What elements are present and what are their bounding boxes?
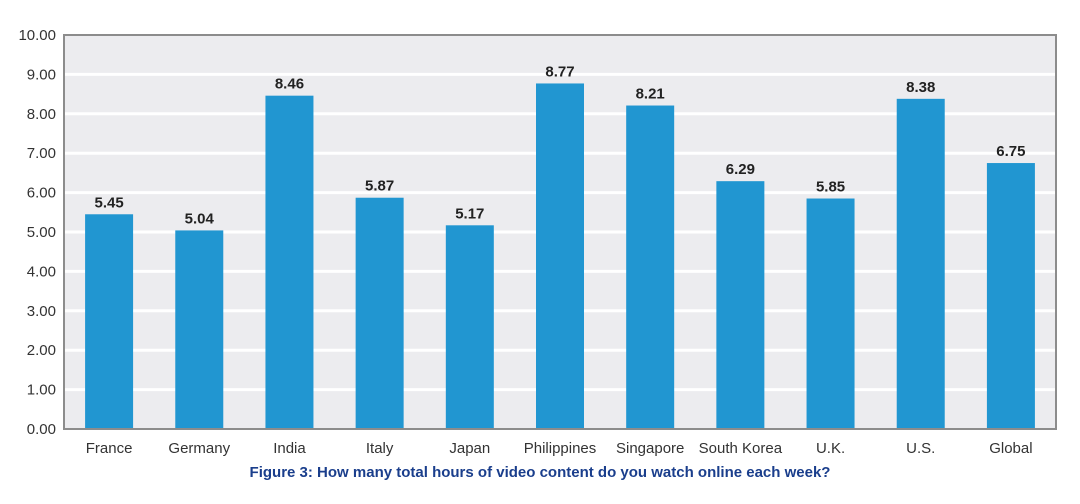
y-tick-label: 7.00 <box>27 145 56 162</box>
bar-u-s <box>896 98 945 429</box>
data-label: 8.38 <box>906 79 935 96</box>
x-tick-label: Philippines <box>524 440 597 457</box>
y-tick-label: 9.00 <box>27 66 56 83</box>
y-tick-label: 5.00 <box>27 224 56 241</box>
x-tick-label: India <box>273 440 306 457</box>
y-tick-label: 2.00 <box>27 342 56 359</box>
chart-title: Figure 3: How many total hours of video … <box>249 464 831 481</box>
data-label: 5.17 <box>455 205 484 222</box>
data-label: 5.85 <box>816 179 845 196</box>
data-label: 6.75 <box>996 143 1025 160</box>
y-tick-label: 1.00 <box>27 382 56 399</box>
bar-japan <box>445 225 494 429</box>
bar-south-korea <box>716 181 765 429</box>
y-tick-label: 3.00 <box>27 303 56 320</box>
plot-frame <box>63 34 1057 430</box>
data-label: 5.87 <box>365 178 394 195</box>
data-label: 6.29 <box>726 161 755 178</box>
x-tick-label: France <box>86 440 133 457</box>
y-tick-label: 8.00 <box>27 106 56 123</box>
x-tick-label: U.K. <box>816 440 845 457</box>
bar-france <box>85 214 134 429</box>
y-tick-label: 6.00 <box>27 185 56 202</box>
y-tick-label: 10.00 <box>18 27 56 44</box>
x-tick-label: Italy <box>366 440 394 457</box>
y-tick-label: 0.00 <box>27 421 56 438</box>
data-label: 5.45 <box>94 194 123 211</box>
bar-u-k <box>806 198 855 429</box>
bar-italy <box>355 197 404 429</box>
bar-philippines <box>536 83 584 429</box>
data-label: 8.21 <box>636 86 665 103</box>
x-tick-label: Global <box>989 440 1032 457</box>
x-tick-label: Germany <box>168 440 230 457</box>
bar-india <box>265 95 314 430</box>
bar-global <box>986 163 1035 430</box>
bar-chart: 0.00 1.00 2.00 3.00 4.00 5.00 6.00 7.00 8.00 9.00… <box>18 27 1057 457</box>
data-label: 8.46 <box>275 76 304 93</box>
x-tick-label: Singapore <box>616 440 684 457</box>
x-tick-label: South Korea <box>699 440 783 457</box>
bar-germany <box>175 230 224 429</box>
y-tick-label: 4.00 <box>27 263 56 280</box>
data-label: 8.77 <box>545 63 574 80</box>
x-tick-label: U.S. <box>906 440 935 457</box>
x-tick-label: Japan <box>449 440 490 457</box>
data-label: 5.04 <box>185 210 215 227</box>
bar-singapore <box>626 105 675 429</box>
